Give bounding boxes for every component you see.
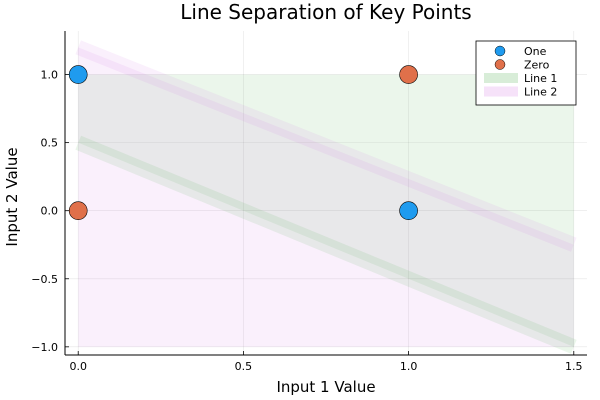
- legend-swatch-2: [484, 86, 518, 97]
- y-tick-label: 0.5: [41, 137, 59, 150]
- legend-marker-zero: [494, 59, 506, 70]
- fill-region-1: [78, 74, 574, 347]
- legend-label: One: [524, 45, 547, 58]
- line-2: [75, 40, 577, 252]
- point-zero-1: [68, 201, 88, 220]
- legend-label: Line 2: [524, 86, 557, 99]
- y-tick-label: 1.0: [41, 69, 59, 82]
- point-one-1: [68, 65, 88, 84]
- x-tick-label: 1.0: [400, 360, 418, 373]
- chart-title: Line Separation of Key Points: [180, 0, 471, 24]
- line-1: [75, 135, 577, 354]
- legend-label: Zero: [524, 59, 550, 72]
- legend-box: [475, 40, 577, 106]
- y-tick-label: 0.0: [41, 205, 59, 218]
- plot-area: 0.0 0.5 1.0 1.5 −1.0 −0.5 0.0 0.5 1.0: [31, 31, 587, 373]
- y-tick-label: −0.5: [31, 273, 58, 286]
- x-tick-label: 0.5: [235, 360, 253, 373]
- x-tick-label: 0.0: [69, 360, 87, 373]
- point-zero-2: [399, 65, 418, 84]
- fill-region-2: [78, 47, 574, 347]
- x-axis-label: Input 1 Value: [276, 378, 375, 396]
- y-tick-label: −1.0: [31, 341, 58, 354]
- legend-swatch-1: [484, 73, 518, 83]
- y-axis-label: Input 2 Value: [3, 147, 21, 246]
- legend-label: Line 1: [524, 72, 557, 85]
- x-tick-label: 1.5: [565, 360, 583, 373]
- legend-marker-one: [494, 45, 506, 57]
- point-one-2: [399, 201, 418, 220]
